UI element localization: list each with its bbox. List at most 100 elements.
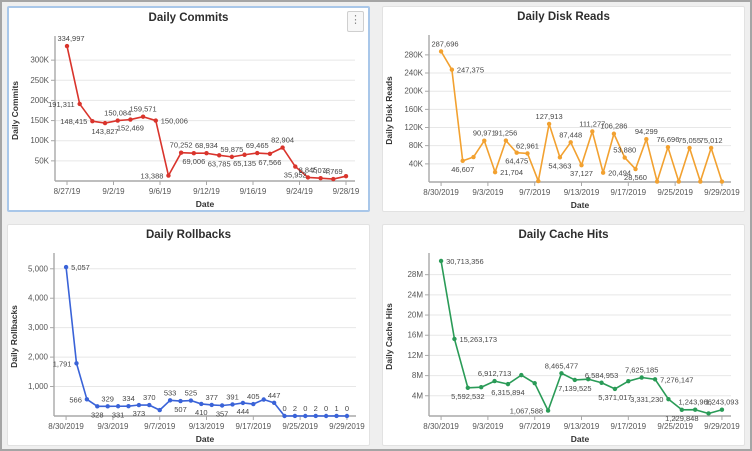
data-point-marker[interactable] bbox=[557, 155, 563, 160]
data-point-marker[interactable] bbox=[178, 398, 183, 404]
data-point-marker[interactable] bbox=[344, 413, 350, 419]
data-point-marker[interactable] bbox=[219, 403, 225, 408]
data-point-marker[interactable] bbox=[599, 380, 604, 385]
data-point-marker[interactable] bbox=[271, 400, 277, 406]
data-point-marker[interactable] bbox=[465, 385, 471, 390]
data-point-marker[interactable] bbox=[209, 402, 214, 408]
data-point-marker[interactable] bbox=[438, 258, 444, 264]
data-point-marker[interactable] bbox=[536, 178, 541, 184]
chart-card-daily-rollbacks[interactable]: ⋮ Daily Rollbacks 1,0002,0003,0004,0005,… bbox=[7, 224, 370, 446]
data-point-marker[interactable] bbox=[105, 404, 110, 409]
data-point-marker[interactable] bbox=[492, 378, 497, 384]
data-point-marker[interactable] bbox=[280, 145, 285, 150]
data-point-marker[interactable] bbox=[545, 408, 551, 413]
data-point-marker[interactable] bbox=[74, 361, 79, 366]
data-point-marker[interactable] bbox=[505, 381, 511, 387]
data-point-marker[interactable] bbox=[572, 377, 578, 383]
data-point-marker[interactable] bbox=[166, 173, 171, 178]
data-point-marker[interactable] bbox=[559, 371, 564, 376]
data-point-marker[interactable] bbox=[687, 145, 692, 151]
data-point-marker[interactable] bbox=[115, 118, 120, 123]
data-point-marker[interactable] bbox=[292, 413, 298, 419]
data-point-marker[interactable] bbox=[240, 400, 246, 406]
data-point-marker[interactable] bbox=[63, 264, 69, 270]
data-point-marker[interactable] bbox=[216, 153, 222, 158]
data-point-marker[interactable] bbox=[229, 154, 235, 160]
data-point-marker[interactable] bbox=[153, 118, 158, 123]
data-point-marker[interactable] bbox=[303, 413, 308, 419]
data-point-marker[interactable] bbox=[568, 140, 573, 145]
data-point-marker[interactable] bbox=[255, 150, 260, 156]
data-point-marker[interactable] bbox=[136, 402, 142, 408]
data-point-marker[interactable] bbox=[460, 158, 465, 164]
data-point-marker[interactable] bbox=[313, 413, 318, 419]
data-point-marker[interactable] bbox=[438, 49, 444, 54]
data-point-marker[interactable] bbox=[666, 396, 671, 402]
data-point-marker[interactable] bbox=[612, 386, 618, 392]
chart-card-daily-disk-reads[interactable]: ⋮ Daily Disk Reads 40K80K120K160K200K240… bbox=[382, 6, 745, 212]
chart-card-daily-commits[interactable]: ⋮ Daily Commits 50K 100K 150K 200K 250K 300K 8… bbox=[7, 6, 370, 212]
data-point-marker[interactable] bbox=[452, 336, 457, 342]
data-point-marker[interactable] bbox=[267, 151, 273, 156]
data-point-marker[interactable] bbox=[590, 129, 595, 134]
data-point-marker[interactable] bbox=[64, 43, 70, 49]
data-point-marker[interactable] bbox=[519, 372, 524, 378]
more-options-button[interactable]: ⋮ bbox=[347, 11, 364, 32]
data-point-marker[interactable] bbox=[654, 179, 660, 184]
chart-card-daily-cache-hits[interactable]: ⋮ Daily Cache Hits 4M8M12M16M20M24M28M8/… bbox=[382, 224, 745, 446]
data-point-marker[interactable] bbox=[331, 176, 336, 182]
data-point-marker[interactable] bbox=[633, 166, 638, 172]
data-point-marker[interactable] bbox=[178, 150, 184, 155]
data-point-marker[interactable] bbox=[719, 179, 725, 184]
data-point-marker[interactable] bbox=[293, 164, 298, 169]
data-point-marker[interactable] bbox=[126, 403, 131, 409]
data-point-marker[interactable] bbox=[204, 151, 209, 156]
data-point-marker[interactable] bbox=[698, 179, 703, 184]
data-point-marker[interactable] bbox=[579, 162, 584, 168]
data-point-marker[interactable] bbox=[305, 175, 311, 180]
data-point-marker[interactable] bbox=[318, 175, 323, 181]
data-point-marker[interactable] bbox=[471, 154, 476, 160]
data-point-marker[interactable] bbox=[652, 377, 658, 382]
data-point-marker[interactable] bbox=[719, 407, 725, 412]
data-point-marker[interactable] bbox=[644, 136, 649, 142]
data-point-marker[interactable] bbox=[525, 151, 530, 156]
data-point-marker[interactable] bbox=[482, 138, 487, 143]
data-point-marker[interactable] bbox=[611, 131, 617, 136]
data-point-marker[interactable] bbox=[334, 413, 339, 419]
data-point-marker[interactable] bbox=[343, 173, 349, 179]
data-point-marker[interactable] bbox=[676, 179, 681, 184]
data-point-marker[interactable] bbox=[449, 67, 455, 72]
data-point-marker[interactable] bbox=[191, 151, 197, 156]
data-point-marker[interactable] bbox=[626, 378, 631, 384]
data-point-marker[interactable] bbox=[199, 401, 204, 407]
data-point-marker[interactable] bbox=[140, 114, 146, 119]
data-point-marker[interactable] bbox=[492, 169, 498, 175]
data-point-marker[interactable] bbox=[102, 120, 108, 126]
data-point-marker[interactable] bbox=[665, 144, 671, 150]
data-point-marker[interactable] bbox=[622, 155, 627, 160]
data-point-marker[interactable] bbox=[147, 402, 152, 408]
data-point-marker[interactable] bbox=[546, 121, 552, 127]
data-point-marker[interactable] bbox=[692, 407, 698, 412]
data-point-marker[interactable] bbox=[679, 407, 685, 412]
data-point-marker[interactable] bbox=[95, 404, 100, 409]
data-point-marker[interactable] bbox=[261, 397, 266, 402]
data-point-marker[interactable] bbox=[77, 101, 82, 107]
data-point-marker[interactable] bbox=[532, 380, 537, 386]
data-point-marker[interactable] bbox=[708, 145, 714, 151]
data-point-marker[interactable] bbox=[167, 398, 173, 403]
data-point-marker[interactable] bbox=[230, 402, 235, 407]
data-point-marker[interactable] bbox=[128, 117, 133, 122]
data-point-marker[interactable] bbox=[115, 404, 121, 409]
data-point-marker[interactable] bbox=[282, 413, 287, 419]
data-point-marker[interactable] bbox=[242, 152, 247, 157]
data-point-marker[interactable] bbox=[639, 375, 644, 380]
data-point-marker[interactable] bbox=[503, 138, 509, 143]
data-point-marker[interactable] bbox=[323, 413, 329, 419]
data-point-marker[interactable] bbox=[188, 398, 194, 403]
data-point-marker[interactable] bbox=[514, 150, 519, 155]
data-point-marker[interactable] bbox=[479, 385, 484, 390]
data-point-marker[interactable] bbox=[90, 119, 95, 124]
data-point-marker[interactable] bbox=[251, 401, 256, 407]
